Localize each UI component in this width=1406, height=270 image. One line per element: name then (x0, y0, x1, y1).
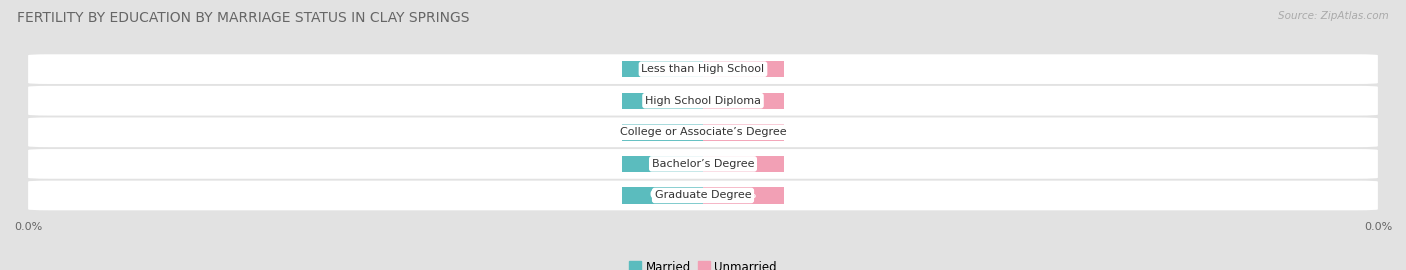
Text: FERTILITY BY EDUCATION BY MARRIAGE STATUS IN CLAY SPRINGS: FERTILITY BY EDUCATION BY MARRIAGE STATU… (17, 11, 470, 25)
Text: 0.0%: 0.0% (650, 159, 676, 169)
Text: College or Associate’s Degree: College or Associate’s Degree (620, 127, 786, 137)
Bar (703, 61, 785, 77)
Text: 0.0%: 0.0% (650, 96, 676, 106)
Text: 0.0%: 0.0% (730, 190, 756, 200)
FancyBboxPatch shape (28, 54, 1378, 84)
Text: Source: ZipAtlas.com: Source: ZipAtlas.com (1278, 11, 1389, 21)
FancyBboxPatch shape (28, 117, 1378, 147)
Text: 0.0%: 0.0% (650, 127, 676, 137)
Text: 0.0%: 0.0% (730, 127, 756, 137)
Bar (621, 124, 703, 140)
Text: High School Diploma: High School Diploma (645, 96, 761, 106)
Text: 0.0%: 0.0% (730, 64, 756, 74)
Bar (703, 93, 785, 109)
Text: 0.0%: 0.0% (650, 190, 676, 200)
Bar (621, 187, 703, 204)
FancyBboxPatch shape (28, 181, 1378, 210)
Bar (621, 61, 703, 77)
Bar (621, 93, 703, 109)
Text: 0.0%: 0.0% (650, 64, 676, 74)
FancyBboxPatch shape (28, 86, 1378, 116)
Text: 0.0%: 0.0% (730, 96, 756, 106)
Text: Less than High School: Less than High School (641, 64, 765, 74)
Bar (703, 124, 785, 140)
Text: Bachelor’s Degree: Bachelor’s Degree (652, 159, 754, 169)
Bar (703, 156, 785, 172)
Legend: Married, Unmarried: Married, Unmarried (628, 261, 778, 270)
Bar (621, 156, 703, 172)
Bar (703, 187, 785, 204)
Text: 0.0%: 0.0% (730, 159, 756, 169)
Text: Graduate Degree: Graduate Degree (655, 190, 751, 200)
FancyBboxPatch shape (28, 149, 1378, 179)
